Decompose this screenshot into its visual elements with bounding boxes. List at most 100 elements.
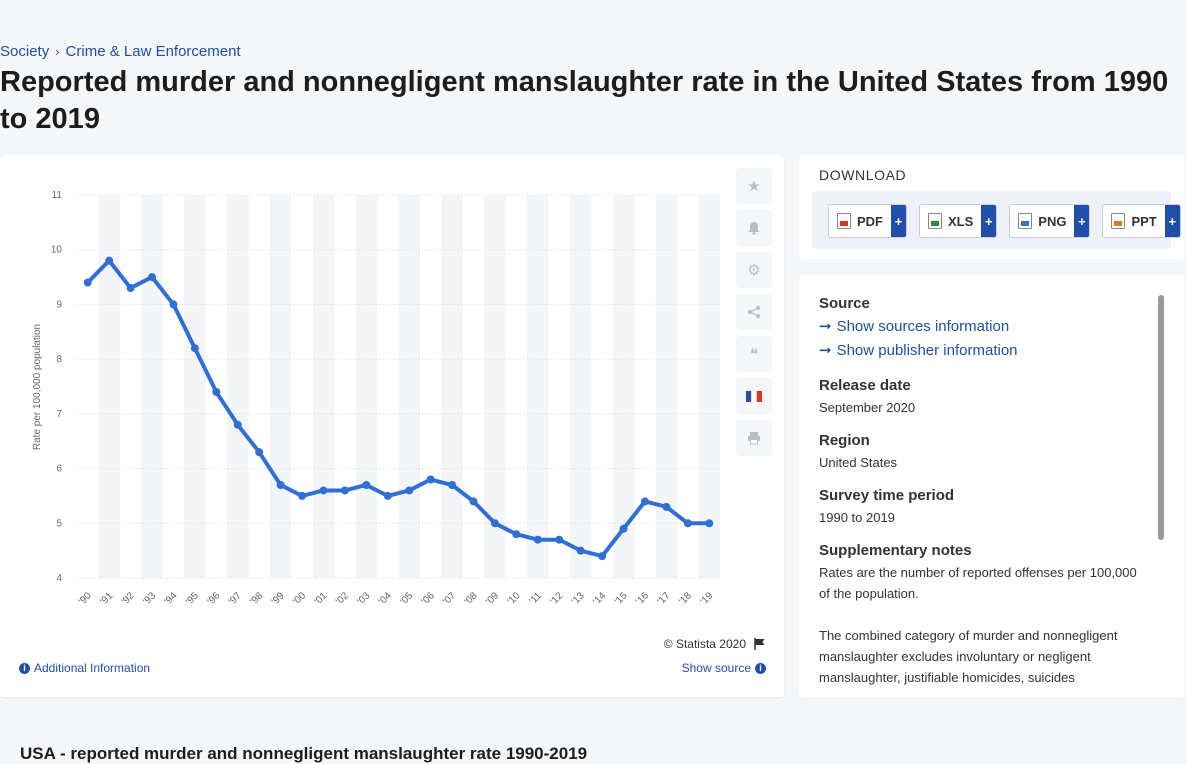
data-point[interactable] [255,448,264,457]
data-point[interactable] [640,497,649,506]
x-tick-label: '03 [355,590,372,607]
data-point[interactable] [383,491,392,500]
citation-quote-icon[interactable]: ❝ [736,336,772,372]
supplementary-notes-p2: The combined category of murder and nonn… [819,628,1118,685]
column-band [655,195,678,578]
data-point[interactable] [126,284,135,293]
x-tick-label: '91 [98,590,115,607]
data-point[interactable] [212,387,221,396]
x-tick-label: '19 [698,590,715,607]
y-tick-label: 7 [56,409,62,420]
y-tick-label: 6 [56,464,62,475]
top-bar [0,0,1186,36]
data-point[interactable] [555,535,564,544]
x-tick-label: '07 [441,590,458,607]
french-flag-icon[interactable] [736,378,772,414]
x-tick-label: '15 [613,590,630,607]
data-point[interactable] [298,491,307,500]
column-band [612,195,635,578]
download-ppt-button[interactable]: PPT + [1102,204,1181,238]
download-buttons: PDF + XLS + PNG + PPT + [812,191,1181,249]
page-title: Reported murder and nonnegligent manslau… [0,66,1169,135]
x-tick-label: '92 [120,590,137,607]
share-icon[interactable] [736,294,772,330]
info-icon: i [19,662,30,674]
data-point[interactable] [469,497,478,506]
xls-file-icon [928,213,942,229]
section-subtitle: USA - reported murder and nonnegligent m… [20,744,588,763]
credit-text: © Statista 2020 [663,637,746,651]
data-point[interactable] [319,486,328,495]
data-point[interactable] [705,519,714,528]
y-tick-label: 11 [52,190,63,201]
survey-period-heading: Survey time period [819,487,955,504]
data-point[interactable] [276,480,285,489]
x-tick-label: '12 [548,590,565,607]
show-source-link[interactable]: Show source i [682,661,766,675]
pdf-plus[interactable]: + [891,205,906,237]
download-title: DOWNLOAD [819,167,907,183]
data-point[interactable] [233,420,242,429]
data-point[interactable] [190,344,199,353]
download-card: DOWNLOAD PDF + XLS + PNG + PPT + [799,155,1185,259]
x-tick-label: '18 [677,590,694,607]
source-panel-scrollbar[interactable] [1158,295,1164,540]
column-band [141,195,163,578]
data-point[interactable] [169,300,178,309]
download-xls-button[interactable]: XLS + [919,204,998,238]
y-tick-label: 4 [56,573,62,584]
x-tick-label: '95 [184,590,201,607]
show-sources-link[interactable]: ➞ Show sources information [819,315,1149,339]
data-point[interactable] [683,519,692,528]
x-tick-label: '05 [398,590,415,607]
flag-report-icon[interactable] [754,638,766,650]
release-date-heading: Release date [819,377,911,394]
arrow-right-icon: ➞ [819,342,832,359]
x-tick-label: '02 [334,590,351,607]
data-point[interactable] [405,486,414,495]
data-point[interactable] [662,502,671,511]
settings-gear-icon[interactable]: ⚙ [736,252,772,288]
breadcrumb: Society › Crime & Law Enforcement [0,43,241,60]
favorite-star-icon[interactable]: ★ [736,168,772,204]
data-point[interactable] [83,278,92,287]
ppt-file-icon [1111,213,1126,229]
data-point[interactable] [148,273,157,282]
data-point[interactable] [533,535,542,544]
data-point[interactable] [362,480,371,489]
x-tick-label: '98 [248,590,265,607]
data-point[interactable] [490,519,499,528]
data-point[interactable] [512,530,521,539]
data-point[interactable] [619,524,628,533]
print-icon[interactable] [736,420,772,456]
ppt-plus[interactable]: + [1164,205,1180,237]
column-band [527,195,549,578]
additional-information-link[interactable]: i Additional Information [19,661,150,675]
download-pdf-button[interactable]: PDF + [828,204,907,238]
png-plus[interactable]: + [1074,205,1090,237]
breadcrumb-society[interactable]: Society [0,43,50,60]
download-png-button[interactable]: PNG + [1009,204,1091,238]
breadcrumb-crime[interactable]: Crime & Law Enforcement [65,43,241,60]
x-tick-label: '04 [377,590,394,607]
pdf-label: PDF [857,213,883,229]
data-point[interactable] [426,475,435,484]
notification-bell-icon[interactable] [736,210,772,246]
xls-plus[interactable]: + [981,205,997,237]
data-point[interactable] [576,546,585,555]
x-tick-label: '06 [420,590,437,607]
x-tick-label: '99 [270,590,287,607]
png-file-icon [1018,213,1033,229]
data-point[interactable] [598,552,607,561]
x-tick-label: '00 [291,590,308,607]
data-point[interactable] [448,480,457,489]
data-point[interactable] [340,486,349,495]
source-panel: Source ➞ Show sources information ➞ Show p… [799,275,1185,697]
data-point[interactable] [105,256,114,265]
column-band [398,195,420,578]
survey-period-value: 1990 to 2019 [819,510,895,525]
chart-card: 4 5 6 7 8 9 10 11 '90'91 '92'93 '94'95'96 '97'98 '9… [0,155,784,697]
region-heading: Region [819,432,870,449]
show-publisher-link[interactable]: ➞ Show publisher information [819,339,1149,363]
x-tick-label: '14 [591,590,608,607]
